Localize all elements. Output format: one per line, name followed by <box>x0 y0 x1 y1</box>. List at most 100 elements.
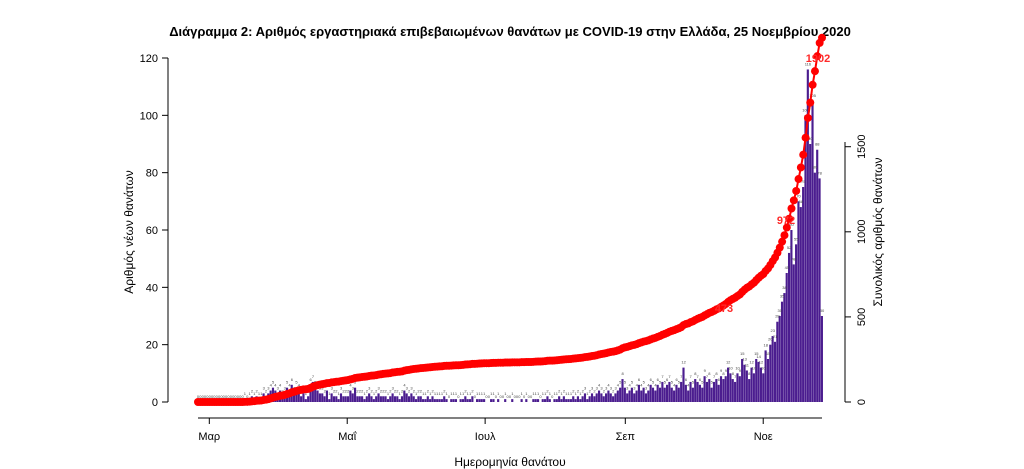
bar-value-label: 3 <box>284 385 287 390</box>
bar-value-label: 1 <box>305 391 308 396</box>
bar-value-label: 4 <box>403 383 406 388</box>
bar <box>339 393 343 402</box>
bar <box>370 396 373 402</box>
bar-value-label: 0 <box>206 394 209 399</box>
bar <box>583 393 587 402</box>
bar <box>736 373 739 402</box>
bar-value-label: 23 <box>771 328 776 333</box>
bar-value-label: 5 <box>295 380 298 385</box>
bar <box>393 396 397 402</box>
bar-value-label: 1 <box>415 391 418 396</box>
bar <box>670 387 673 402</box>
bar <box>337 399 340 402</box>
bar-value-label: 4 <box>288 383 291 388</box>
bar <box>492 399 495 402</box>
bar <box>628 390 631 402</box>
bar <box>354 387 357 402</box>
bar <box>532 399 535 402</box>
bar-value-label: 5 <box>664 380 667 385</box>
bar <box>677 387 680 402</box>
bar-value-label: 3 <box>277 385 280 390</box>
bar <box>346 396 350 402</box>
bar-value-label: 4 <box>617 383 620 388</box>
bar-value-label: 1 <box>511 391 514 396</box>
bar <box>792 264 795 402</box>
bar <box>412 396 415 402</box>
bar-value-label: 1 <box>568 391 571 396</box>
bar-value-label: 0 <box>211 394 214 399</box>
bar-value-label: 7 <box>713 374 716 379</box>
bar-value-label: 0 <box>232 394 235 399</box>
bar-value-label: 8 <box>621 371 624 376</box>
bar-value-label: 2 <box>389 388 392 393</box>
bar-value-label: 0 <box>507 394 510 399</box>
bar-value-label: 7 <box>697 374 700 379</box>
bar <box>358 396 361 402</box>
bar-value-label: 78 <box>817 170 822 175</box>
bar <box>741 359 744 402</box>
bar <box>715 379 718 402</box>
bar <box>410 393 413 402</box>
bar <box>717 384 720 402</box>
y-left-tick-label: 40 <box>146 282 158 294</box>
bar-value-label: 30 <box>820 308 825 313</box>
bar <box>684 384 687 402</box>
bar <box>335 396 338 402</box>
bar-value-label: 68 <box>799 199 804 204</box>
bar <box>300 396 303 402</box>
bar <box>806 69 809 402</box>
bar-value-label: 9 <box>720 368 723 373</box>
bar-value-label: 4 <box>298 383 301 388</box>
bar <box>574 399 577 402</box>
bar-value-label: 15 <box>740 351 745 356</box>
bar <box>555 399 558 402</box>
bar-value-label: 70 <box>796 193 801 198</box>
bar-value-label: 2 <box>413 388 416 393</box>
bar <box>661 381 664 402</box>
bar-value-label: 4 <box>654 383 657 388</box>
bar-value-label: 1 <box>453 391 456 396</box>
bar-value-label: 2 <box>324 388 327 393</box>
bar <box>405 393 408 402</box>
bar <box>365 396 368 402</box>
cumulative-point <box>782 223 791 232</box>
bar-value-label: 2 <box>281 388 284 393</box>
bar <box>701 387 704 402</box>
bar-value-label: 9 <box>725 368 728 373</box>
bar <box>790 230 793 402</box>
bar <box>569 399 572 402</box>
bar-value-label: 60 <box>789 222 794 227</box>
bar-value-label: 0 <box>474 394 477 399</box>
bar <box>818 178 821 402</box>
bar <box>745 370 748 402</box>
bar-value-label: 1 <box>462 391 465 396</box>
bar-value-label: 2 <box>370 388 373 393</box>
bar <box>344 396 347 402</box>
bar <box>780 301 784 402</box>
bar <box>813 172 816 402</box>
bar-value-label: 1 <box>446 391 449 396</box>
bar <box>586 399 589 402</box>
bar <box>560 399 563 402</box>
bar <box>712 381 716 402</box>
cumulative-point <box>818 33 826 42</box>
bar <box>436 399 439 402</box>
bar-value-label: 28 <box>775 314 780 319</box>
bar <box>738 376 741 402</box>
bar-value-label: 1 <box>490 391 493 396</box>
bar-value-label: 3 <box>410 385 413 390</box>
bar-value-label: 2 <box>589 388 592 393</box>
bar-value-label: 4 <box>274 383 277 388</box>
bar-value-label: 5 <box>659 380 662 385</box>
bar <box>377 393 380 402</box>
bar-value-label: 4 <box>270 383 273 388</box>
bar-value-label: 4 <box>640 383 643 388</box>
bar-value-label: 1 <box>429 391 432 396</box>
bar-value-label: 2 <box>603 388 606 393</box>
bar-value-label: 52 <box>787 245 792 250</box>
bar-value-label: 2 <box>582 388 585 393</box>
bar-value-label: 3 <box>267 385 270 390</box>
bar-value-label: 0 <box>220 394 223 399</box>
bar-value-label: 2 <box>394 388 397 393</box>
